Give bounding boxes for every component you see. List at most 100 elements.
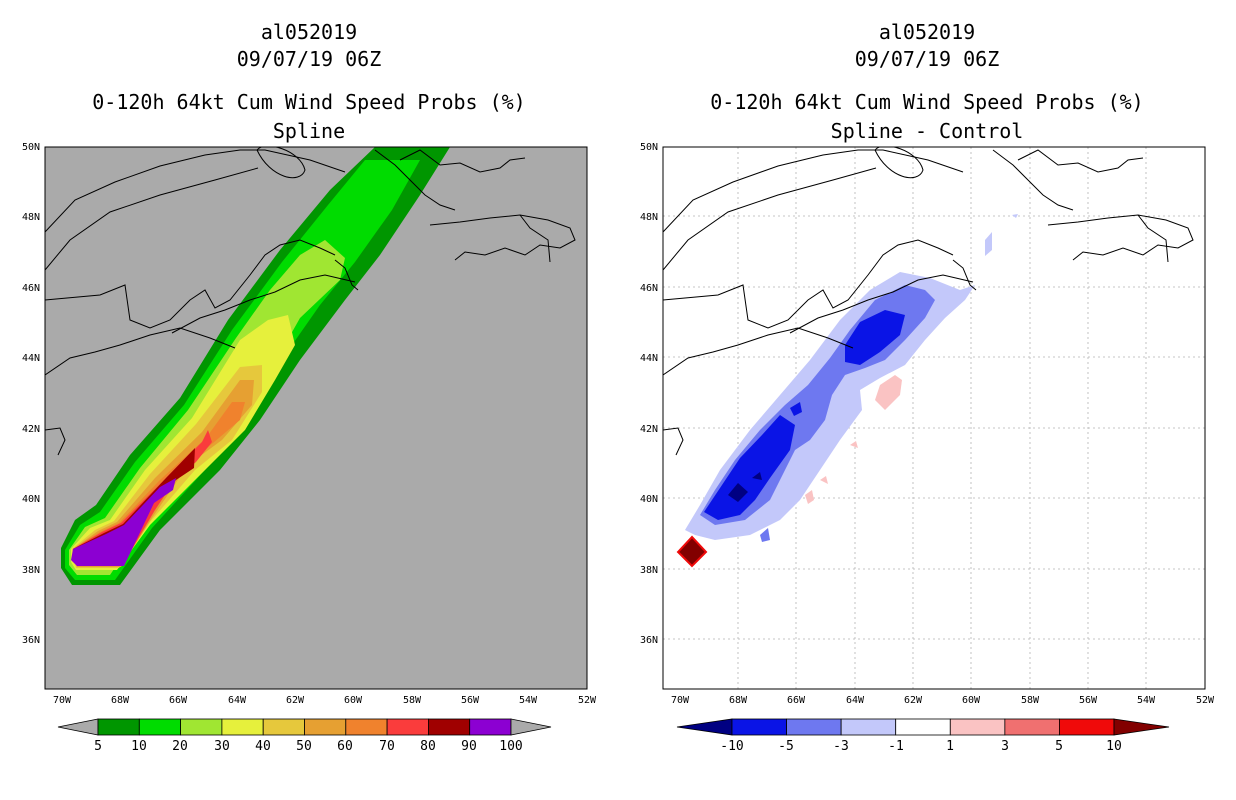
left-y-tick-label: 50N (22, 142, 40, 153)
colorbar-cell (345, 718, 388, 736)
right-x-tick-label: 52W (1196, 695, 1215, 706)
left-colorbar-label: 40 (255, 739, 271, 754)
right-x-tick-label: 56W (1079, 695, 1098, 706)
diff-plus1-patch (875, 375, 902, 410)
colorbar-cell (221, 718, 264, 736)
left-colorbar-label: 30 (214, 739, 230, 754)
colorbar-cell (895, 718, 951, 736)
left-colorbar-high-extend (510, 718, 552, 736)
right-y-tick-label: 46N (640, 283, 658, 294)
diff-plus1-fleck (805, 490, 814, 504)
left-colorbar-label: 10 (131, 739, 147, 754)
diff-minus3-fleck (760, 528, 770, 542)
left-x-tick-label: 64W (228, 695, 247, 706)
colorbar-cell (1004, 718, 1060, 736)
right-y-tick-label: 50N (640, 142, 658, 153)
colorbar-cell (786, 718, 842, 736)
right-x-tick-label: 54W (1137, 695, 1156, 706)
left-colorbar-low-extend (57, 718, 99, 736)
right-x-axis: 70W 68W 66W 64W 62W 60W 58W 56W 54W 52W (671, 695, 1215, 706)
right-colorbar: -10 -5 -3 -1 1 3 5 10 (676, 718, 1170, 754)
right-colorbar-cells (731, 718, 1115, 736)
left-title-product: 0-120h 64kt Cum Wind Speed Probs (%) (92, 90, 525, 114)
right-plot-frame (662, 146, 1206, 690)
colorbar-cell (1059, 718, 1115, 736)
right-title-date: 09/07/19 06Z (855, 47, 1000, 71)
colorbar-cell (840, 718, 897, 736)
left-x-tick-label: 62W (286, 695, 305, 706)
right-y-tick-label: 44N (640, 353, 658, 364)
right-colorbar-labels: -10 -5 -3 -1 1 3 5 10 (720, 739, 1122, 754)
right-colorbar-low-extend (676, 718, 733, 736)
diff-minus10-spot (752, 472, 762, 480)
left-y-tick-label: 40N (22, 494, 40, 505)
right-x-tick-label: 70W (671, 695, 690, 706)
left-y-tick-label: 42N (22, 424, 40, 435)
right-y-tick-label: 42N (640, 424, 658, 435)
colorbar-cell (949, 718, 1006, 736)
right-colorbar-label: -10 (720, 739, 743, 754)
prob-90-band (71, 478, 176, 566)
left-y-tick-label: 48N (22, 212, 40, 223)
right-colorbar-high-extend (1113, 718, 1170, 736)
right-x-tick-label: 62W (904, 695, 923, 706)
left-colorbar-label: 60 (337, 739, 353, 754)
colorbar-cell (138, 718, 182, 736)
left-x-tick-label: 66W (169, 695, 188, 706)
left-x-axis: 70W 68W 66W 64W 62W 60W 58W 56W 54W 52W (53, 695, 597, 706)
left-x-tick-label: 52W (578, 695, 597, 706)
left-plot-frame (44, 146, 588, 690)
right-coastlines (663, 147, 1194, 456)
right-colorbar-label: 1 (946, 739, 954, 754)
prob-50-band (73, 380, 254, 567)
diff-minus5-core (845, 310, 905, 365)
right-y-tick-label: 48N (640, 212, 658, 223)
left-panel: al052019 09/07/19 06Z 0-120h 64kt Cum Wi… (22, 20, 597, 754)
diff-minus10-spot (728, 483, 748, 502)
colorbar-cell (304, 718, 347, 736)
left-title-date: 09/07/19 06Z (237, 47, 382, 71)
left-colorbar-cells (97, 718, 512, 736)
diff-minus1-fleck (1012, 214, 1018, 218)
colorbar-cell (262, 718, 305, 736)
left-colorbar-label: 80 (420, 739, 436, 754)
left-colorbar-label: 5 (94, 739, 102, 754)
right-colorbar-label: -3 (833, 739, 849, 754)
right-panel: al052019 09/07/19 06Z 0-120h 64kt Cum Wi… (640, 20, 1215, 754)
right-difference-contours (676, 214, 1018, 568)
right-x-tick-label: 58W (1021, 695, 1040, 706)
left-probability-contours (61, 147, 450, 585)
colorbar-cell (97, 718, 140, 736)
right-y-tick-label: 40N (640, 494, 658, 505)
left-colorbar-label: 20 (172, 739, 188, 754)
right-map-background (663, 147, 1205, 689)
left-x-tick-label: 70W (53, 695, 72, 706)
colorbar-cell (469, 718, 512, 736)
left-colorbar: 5 10 20 30 40 50 60 70 80 90 100 (57, 718, 552, 754)
colorbar-cell (386, 718, 429, 736)
left-colorbar-labels: 5 10 20 30 40 50 60 70 80 90 100 (94, 739, 523, 754)
diff-plus1-fleck (820, 476, 828, 484)
right-title-storm: al052019 (879, 20, 975, 44)
left-colorbar-label: 70 (379, 739, 395, 754)
right-colorbar-label: 3 (1001, 739, 1009, 754)
right-colorbar-label: 5 (1055, 739, 1063, 754)
left-colorbar-label: 100 (499, 739, 522, 754)
right-y-tick-label: 36N (640, 635, 658, 646)
right-x-tick-label: 64W (846, 695, 865, 706)
right-colorbar-label: -1 (888, 739, 904, 754)
left-x-tick-label: 56W (461, 695, 480, 706)
left-x-tick-label: 58W (403, 695, 422, 706)
colorbar-cell (731, 718, 787, 736)
left-colorbar-label: 50 (296, 739, 312, 754)
right-y-tick-label: 38N (640, 565, 658, 576)
left-y-tick-label: 46N (22, 283, 40, 294)
right-title-product: 0-120h 64kt Cum Wind Speed Probs (%) (710, 90, 1143, 114)
right-colorbar-label: 10 (1106, 739, 1122, 754)
left-coastlines (45, 147, 576, 456)
right-colorbar-label: -5 (778, 739, 794, 754)
left-colorbar-label: 90 (461, 739, 477, 754)
colorbar-cell (180, 718, 223, 736)
diff-minus5-band (704, 415, 795, 520)
